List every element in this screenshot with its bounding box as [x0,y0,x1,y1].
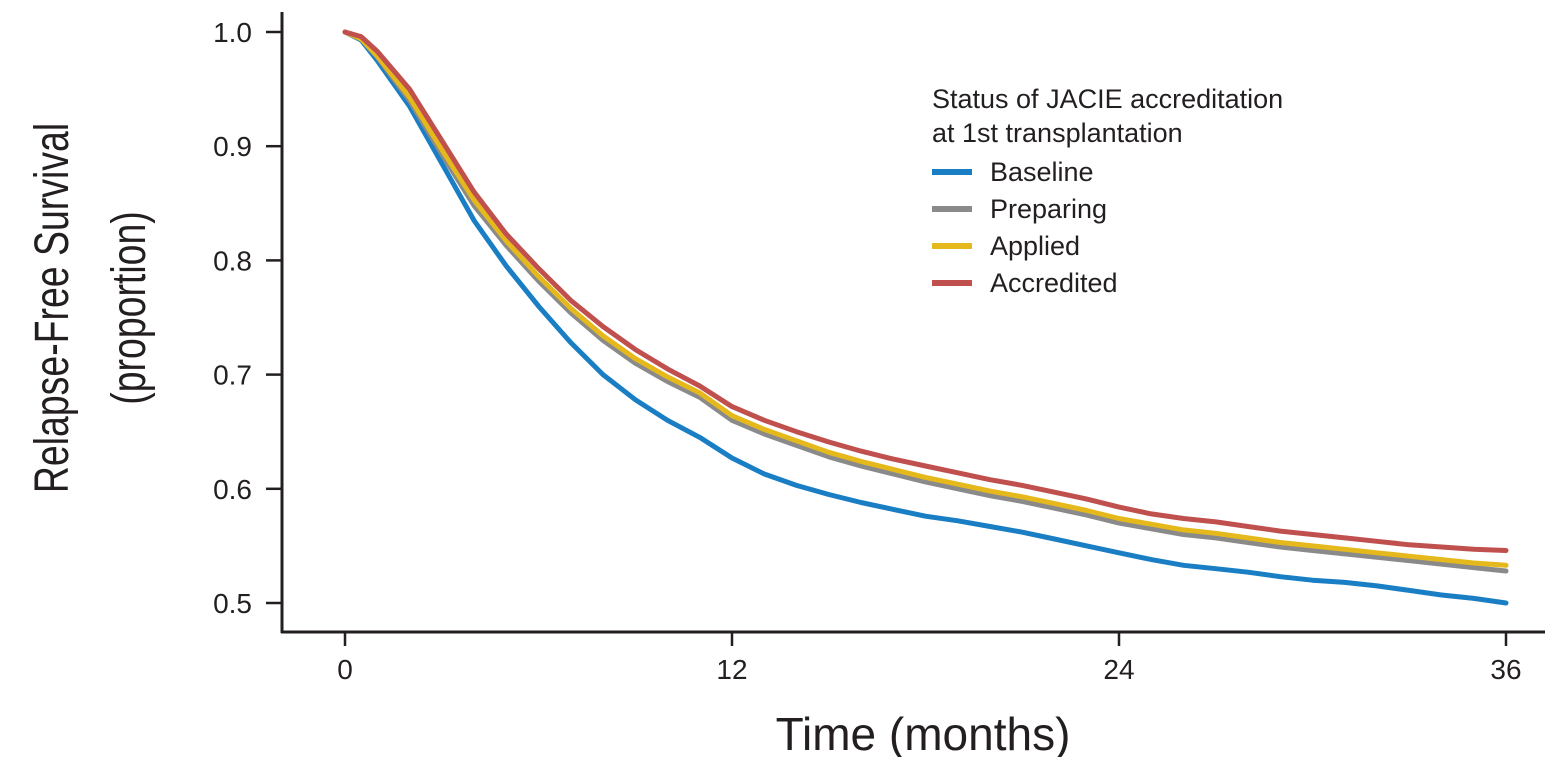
y-ticks: 1.0 0.9 0.8 0.7 0.6 0.5 [213,17,282,619]
y-axis-title: Relapse-Free Survival [26,123,80,493]
series-line-preparing [342,29,1509,574]
x-axis-title: Time (months) [776,708,1071,757]
x-tick-label: 24 [1103,654,1134,685]
x-tick-label: 0 [337,654,353,685]
legend-label-applied: Applied [990,231,1080,261]
y-tick-label: 0.7 [213,360,252,391]
series-line-accredited [342,29,1509,553]
legend-items: Baseline Preparing Applied Accredited [932,157,1118,298]
y-tick-label: 0.6 [213,474,252,505]
plot-lines [342,29,1509,606]
x-tick-label: 36 [1490,654,1521,685]
y-axis-subtitle: (proportion) [103,211,157,404]
legend-label-baseline: Baseline [990,157,1094,187]
y-tick-label: 1.0 [213,17,252,48]
y-tick-label: 0.9 [213,131,252,162]
legend-title-line1: Status of JACIE accreditation [932,84,1283,114]
series-line-baseline [342,29,1509,606]
y-tick-label: 0.5 [213,588,252,619]
x-ticks: 0 12 24 36 [337,632,1522,685]
x-tick-label: 12 [716,654,747,685]
legend-title-line2: at 1st transplantation [932,118,1183,148]
legend: Status of JACIE accreditation at 1st tra… [932,84,1283,298]
y-tick-label: 0.8 [213,245,252,276]
legend-label-preparing: Preparing [990,194,1107,224]
legend-label-accredited: Accredited [990,268,1118,298]
series-line-applied [342,29,1509,568]
